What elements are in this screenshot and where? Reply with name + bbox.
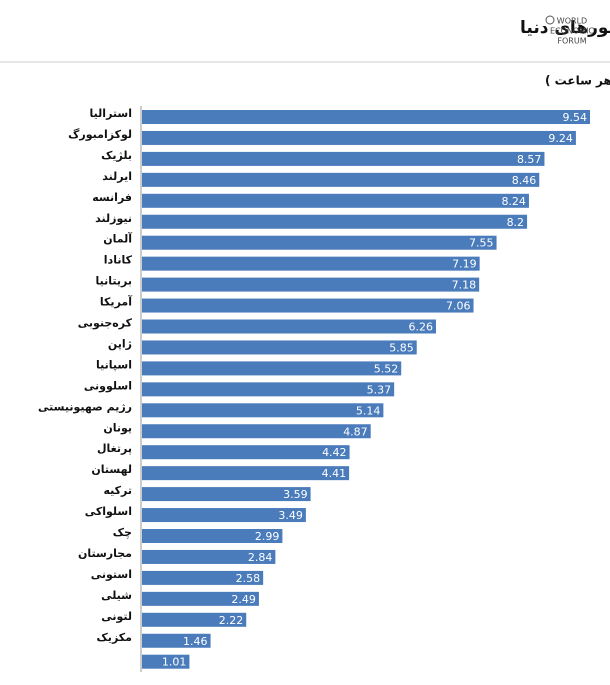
category-label: ایرلند <box>102 170 132 183</box>
value-label: 4.42 <box>322 446 347 459</box>
category-label: شیلی <box>101 589 132 602</box>
bar <box>142 424 371 439</box>
bar <box>142 549 276 564</box>
bar <box>142 256 480 271</box>
bar <box>142 466 350 481</box>
value-label: 3.49 <box>278 509 303 522</box>
bar <box>142 319 436 334</box>
value-label: 8.57 <box>517 153 542 166</box>
value-label: 5.52 <box>374 362 399 375</box>
value-label: 2.84 <box>248 551 273 564</box>
value-label: 9.54 <box>563 111 588 124</box>
category-label: فرانسه <box>92 191 132 204</box>
value-label: 1.01 <box>162 656 187 669</box>
value-label: 9.24 <box>548 132 573 145</box>
category-label: کره‌جنوبی <box>78 317 133 330</box>
bar <box>142 277 480 292</box>
value-label: 2.99 <box>255 530 280 543</box>
value-label: 8.46 <box>512 174 537 187</box>
category-label: رژیم صهیونیستی <box>38 400 132 413</box>
bar <box>142 172 540 187</box>
bar <box>142 235 497 250</box>
bar <box>142 612 247 627</box>
bar <box>142 654 190 669</box>
category-label: نیوزلند <box>95 212 132 225</box>
value-label: 2.49 <box>231 593 256 606</box>
value-label: 7.06 <box>446 300 471 313</box>
bar <box>142 487 311 502</box>
bar <box>142 361 402 376</box>
value-label: 7.55 <box>469 237 494 250</box>
logo-text: FORUM <box>557 37 586 46</box>
category-label: ژاپن <box>108 337 132 350</box>
category-label: مجارستان <box>78 547 132 560</box>
value-label: 2.58 <box>236 572 261 585</box>
chart-title: بیشترین دستمزد حداقل کشورهای دنیا <box>520 18 610 38</box>
value-label: 4.87 <box>343 425 368 438</box>
value-label: 3.59 <box>283 488 308 501</box>
bar <box>142 591 259 606</box>
category-label: اسپانیا <box>96 358 132 371</box>
category-label: بریتانیا <box>96 275 132 288</box>
value-label: 5.85 <box>389 341 414 354</box>
bar <box>142 151 545 166</box>
bar <box>142 508 306 523</box>
value-label: 4.41 <box>322 467 347 480</box>
category-label: آمریکا <box>100 295 132 309</box>
logo-text: WORLD <box>557 17 587 26</box>
category-label: اسلوونی <box>84 379 132 392</box>
category-label: یونان <box>103 421 132 434</box>
bar <box>142 110 590 124</box>
value-label: 8.2 <box>507 216 525 229</box>
category-label: چک <box>113 526 132 539</box>
category-label: لهستان <box>91 463 132 476</box>
category-label: لتونی <box>101 610 132 623</box>
value-label: 8.24 <box>501 195 526 208</box>
bar <box>142 382 395 397</box>
value-label: 7.19 <box>452 258 477 271</box>
category-label: بلژیک <box>101 149 132 162</box>
logo-mark <box>545 15 555 25</box>
category-label: اسلواکی <box>85 505 132 518</box>
bar <box>142 193 529 208</box>
bar <box>142 633 211 648</box>
category-label: ترکیه <box>103 484 132 497</box>
logo-text: ECONOMIC <box>550 27 594 36</box>
value-label: 1.46 <box>183 635 208 648</box>
bar <box>142 403 384 418</box>
category-label: مکزیک <box>97 631 132 644</box>
category-label: کانادا <box>104 254 133 267</box>
category-label: آلمان <box>103 232 132 246</box>
bar <box>142 298 474 313</box>
value-label: 5.14 <box>356 404 381 417</box>
bar <box>142 130 576 145</box>
value-label: 2.22 <box>219 614 244 627</box>
category-label: استونی <box>91 568 132 581</box>
value-label: 6.26 <box>408 321 433 334</box>
bar <box>142 214 528 229</box>
value-label: 7.18 <box>452 279 477 292</box>
subtitle: ( دلار برای هر ساعت ) <box>545 74 610 88</box>
bar <box>142 570 264 585</box>
value-label: 5.37 <box>367 383 392 396</box>
category-label: استرالیا <box>90 107 132 120</box>
bar <box>142 340 417 355</box>
bar <box>142 445 350 460</box>
bar <box>142 529 283 543</box>
category-label: لوکزامبورگ <box>68 127 132 141</box>
category-label: پرتغال <box>97 442 132 455</box>
